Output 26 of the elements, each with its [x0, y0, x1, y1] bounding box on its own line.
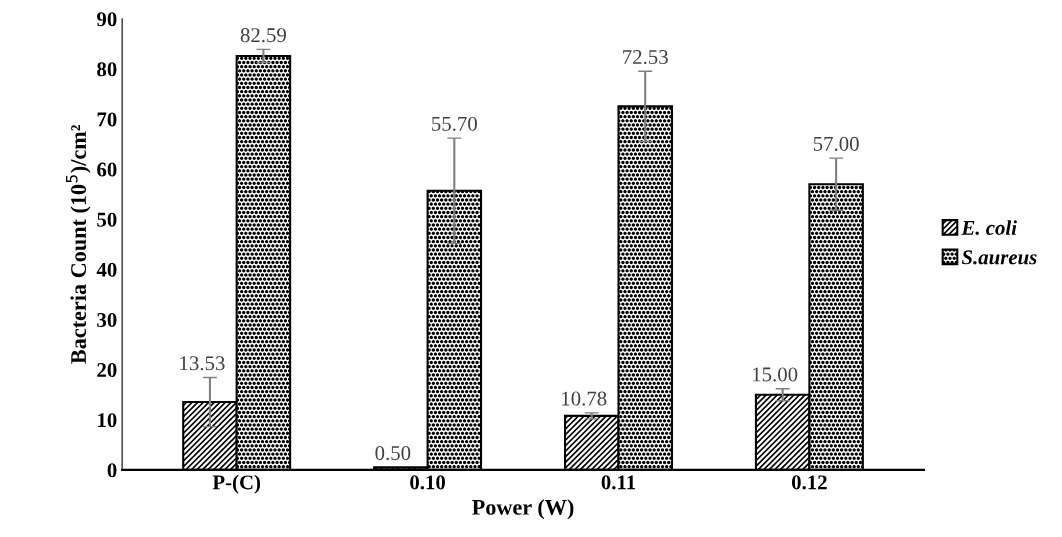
y-tick-label: 40	[96, 262, 117, 277]
x-tick-label: 0.12	[791, 475, 827, 490]
data-label: 57.00	[813, 136, 859, 151]
data-label: 55.70	[432, 116, 477, 131]
legend-label: S.aureus	[961, 250, 1037, 265]
data-label: 15.00	[753, 367, 798, 382]
data-label: 13.53	[180, 356, 225, 371]
data-label: 82.59	[240, 28, 286, 43]
y-tick-label: 70	[97, 112, 117, 127]
data-label: 10.78	[562, 391, 607, 406]
x-axis-title: Power (W)	[472, 499, 574, 520]
y-tick-label: 60	[97, 162, 117, 177]
y-tick-label: 20	[97, 363, 117, 378]
y-tick-label: 30	[97, 312, 117, 327]
y-tick-label: 10	[98, 413, 117, 428]
y-tick-label: 90	[97, 12, 117, 27]
data-label: 72.53	[623, 50, 668, 65]
x-tick-label: P-(C)	[212, 474, 261, 494]
y-axis-title: Bacteria Count (10$^{5}$)/cm²	[65, 125, 91, 364]
y-tick-label: 50	[97, 212, 117, 227]
y-tick-label: 80	[97, 62, 117, 77]
legend-label: E. coli	[961, 220, 1017, 235]
data-label: 0.50	[375, 446, 411, 461]
x-tick-label: 0.11	[601, 475, 636, 490]
x-tick-label: 0.10	[410, 475, 446, 490]
y-tick-label: 0	[107, 463, 117, 478]
